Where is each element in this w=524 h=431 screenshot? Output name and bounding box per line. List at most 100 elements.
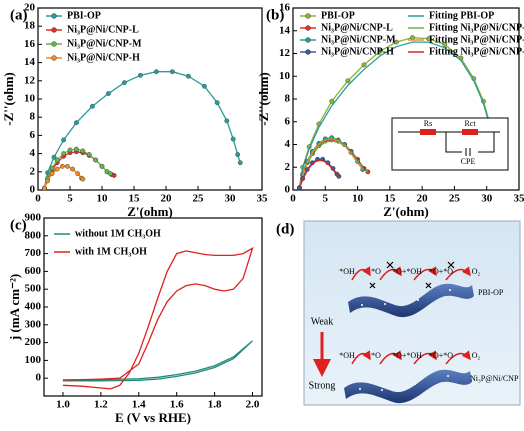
strong-label: Strong: [309, 380, 336, 391]
y-tick-label: 100: [25, 354, 42, 366]
data-point: [86, 152, 92, 157]
y-tick-label: 0: [30, 184, 36, 196]
y-tick-label: 300: [25, 318, 42, 330]
x-tick-label: 1.0: [56, 399, 70, 411]
y-axis-label: -Z''(ohm): [256, 72, 271, 125]
y-tick-label: 8: [285, 93, 291, 105]
legend-label: Ni₃P@Ni/CNP-H: [67, 52, 140, 63]
species-label: *O+*OH: [392, 267, 422, 276]
data-point: [49, 171, 55, 177]
data-point: [410, 35, 415, 40]
y-tick-label: 16: [24, 38, 36, 50]
x-axis-label: Z'(ohm): [383, 204, 429, 219]
species-label: *O: [371, 351, 381, 360]
circuit-wires: [398, 131, 500, 156]
data-point: [74, 120, 79, 126]
x-tick-label: 1.4: [132, 399, 146, 411]
species-label: *OH: [339, 351, 355, 360]
x-tick-label: 5: [323, 193, 329, 205]
data-point: [54, 157, 60, 163]
x-tick-label: 1.6: [170, 399, 184, 411]
x-tick-label: 20: [417, 193, 429, 205]
inset-label: CPE: [461, 157, 476, 166]
legend-label: PBI-OP: [67, 10, 101, 21]
data-point: [107, 171, 113, 177]
data-point: [230, 136, 236, 142]
species-label: *O+*O: [429, 351, 453, 360]
y-tick-label: 16: [279, 2, 291, 14]
legend-marker: [51, 41, 57, 47]
inset-label: Rs: [424, 119, 432, 128]
data-point: [65, 163, 70, 169]
x-tick-label: 0: [290, 193, 296, 205]
y-tick-label: 4: [30, 147, 36, 159]
series-line: [298, 41, 498, 188]
series-line: [43, 71, 241, 189]
legend-marker: [305, 25, 311, 31]
data-point: [111, 173, 117, 178]
weak-label: Weak: [311, 316, 334, 327]
data-point: [329, 98, 335, 104]
legend-label: with 1M CH₃OH: [75, 246, 147, 257]
data-point: [74, 146, 79, 152]
data-point: [67, 147, 73, 153]
x-axis-label: Z'(ohm): [127, 204, 173, 219]
y-tick-label: 900: [25, 212, 42, 224]
series-line: [62, 340, 253, 382]
legend-label: Ni₃P@Ni/CNP-L: [67, 24, 139, 35]
data-point: [237, 160, 243, 166]
data-point: [49, 165, 55, 171]
material-label: PBI-OP: [478, 288, 504, 297]
x-tick-label: 5: [67, 193, 73, 205]
plot-frame: [43, 217, 263, 397]
y-tick-label: 12: [24, 74, 36, 86]
y-tick-label: 600: [25, 265, 42, 277]
data-point: [61, 151, 66, 157]
data-point: [51, 154, 57, 160]
y-tick-label: 18: [24, 20, 36, 32]
data-point: [214, 100, 220, 106]
data-point: [393, 39, 399, 45]
data-point: [93, 157, 99, 163]
data-point: [185, 73, 191, 79]
plot-frame: [37, 7, 263, 191]
y-tick-label: 14: [279, 24, 291, 36]
data-point: [99, 163, 105, 169]
panel-label: (a): [10, 7, 28, 23]
legend-label: Ni₃P@Ni/CNP-M: [321, 34, 396, 45]
x-tick-label: 10: [352, 193, 364, 205]
legend-label: Ni₃P@Ni/CNP-M: [67, 38, 142, 49]
y-tick-label: 10: [279, 70, 291, 82]
data-point: [45, 178, 50, 184]
data-point: [80, 176, 86, 182]
data-point: [153, 69, 159, 75]
y-tick-label: 12: [279, 47, 291, 59]
x-tick-label: 0: [35, 193, 41, 205]
data-point: [201, 83, 207, 89]
sites: [359, 289, 451, 391]
species-label: *O+*O: [429, 267, 453, 276]
species-label: *O: [371, 267, 381, 276]
material-label: Ni₃P@Ni/CNP: [470, 374, 519, 383]
y-tick-label: 700: [25, 247, 42, 259]
diagram-panel: (d) *OH *O *O+*OH *O+*O O₂ PBI-OP *OH *O *O+*OH *O…: [276, 220, 521, 406]
x-tick-label: 1.2: [94, 399, 108, 411]
y-tick-label: 400: [25, 301, 42, 313]
y-tick-label: 0: [36, 372, 42, 384]
y-tick-label: 4: [285, 138, 291, 150]
cross-marks: [369, 261, 455, 289]
data-point: [90, 103, 95, 109]
species-label: O₂: [472, 351, 481, 360]
data-point: [224, 118, 230, 124]
ribbon: [348, 283, 474, 318]
x-tick-label: 2.0: [246, 399, 260, 411]
legend-marker: [305, 13, 311, 19]
ribbon: [344, 369, 472, 404]
data-point: [442, 42, 448, 47]
resistor: [420, 129, 436, 135]
panel-label: (d): [276, 221, 294, 237]
x-tick-label: 35: [514, 193, 524, 205]
data-point: [345, 78, 351, 84]
data-point: [377, 48, 383, 54]
